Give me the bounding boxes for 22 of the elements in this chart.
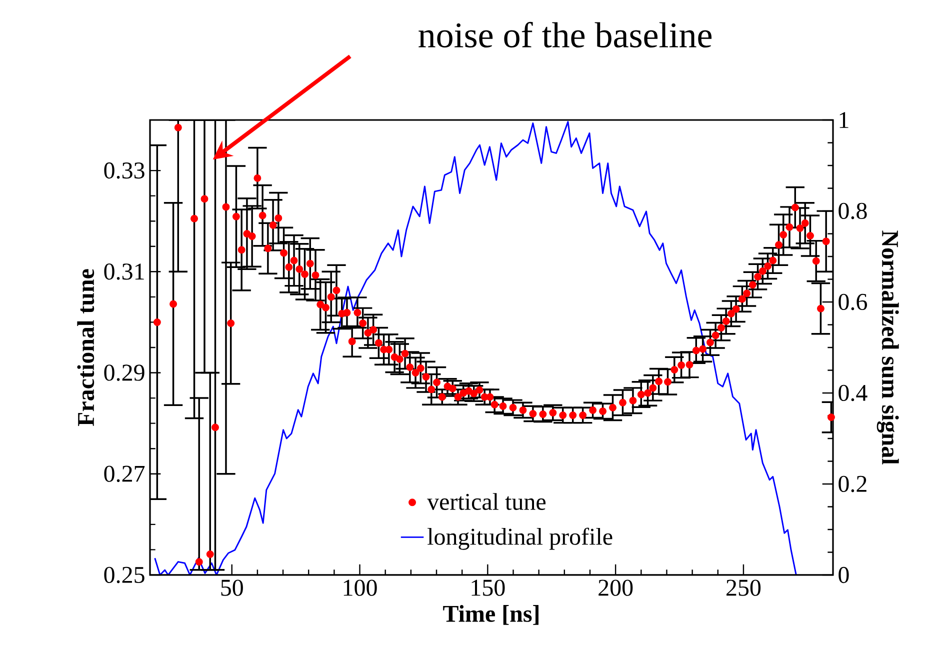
x-axis-title: Time [ns]	[443, 605, 538, 625]
y2-tick-label: 0	[838, 566, 849, 584]
legend-label: vertical tune	[427, 493, 546, 510]
y2-axis-title: Normalized sum signal	[876, 230, 899, 464]
y-tick-label: 0.25	[104, 566, 144, 584]
y2-tick-label: 0.8	[838, 202, 867, 220]
x-tick-label: 50	[221, 580, 243, 596]
x-tick-label: 250	[726, 580, 761, 596]
y-tick-label: 0.27	[104, 466, 145, 482]
y2-tick-label: 0.2	[838, 476, 866, 492]
x-tick-label: 200	[598, 580, 633, 596]
y-tick-label: 0.29	[104, 364, 144, 381]
y-axis-title: Fractional tune	[77, 269, 94, 426]
y2-tick-label: 0.6	[838, 294, 867, 310]
x-tick-label: 150	[472, 580, 505, 596]
y-tick-label: 0.31	[104, 264, 144, 280]
y-tick-label: 0.33	[104, 162, 144, 179]
x-tick-label: 100	[344, 580, 377, 596]
y2-tick-label: 1	[840, 112, 848, 128]
legend-label: longitudinal profile	[428, 528, 612, 550]
text: noise of the baseline	[418, 22, 712, 48]
y2-tick-label: 0.4	[838, 384, 868, 402]
